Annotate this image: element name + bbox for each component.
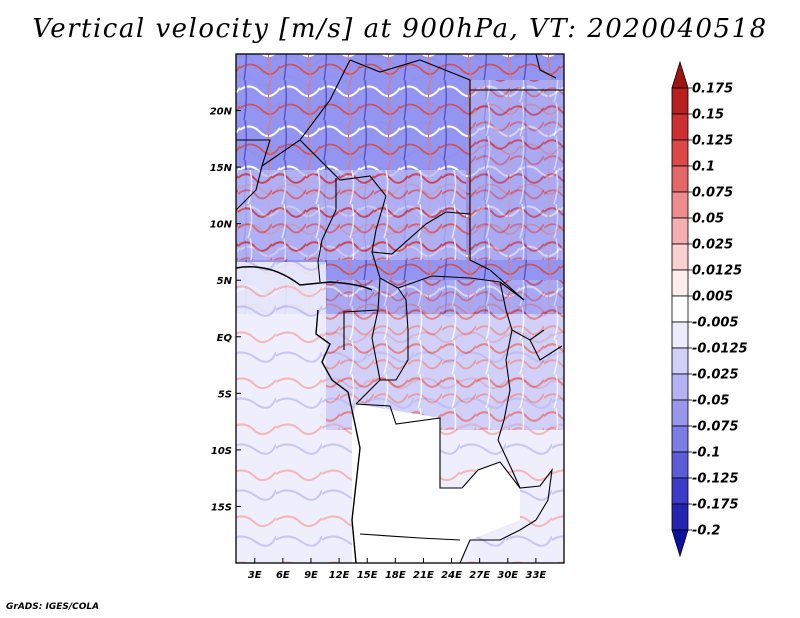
colorbar-swatch — [671, 87, 689, 115]
lat-tick-label: 5S — [218, 389, 232, 400]
colorbar-label: -0.025 — [692, 368, 739, 383]
lat-tick-label: 15N — [210, 163, 233, 174]
colorbar-label: -0.175 — [692, 498, 739, 513]
lon-tick-label: 30E — [497, 570, 518, 581]
colorbar-label: -0.125 — [692, 472, 739, 487]
colorbar-label: 0.005 — [692, 290, 733, 305]
colorbar-swatch — [671, 60, 689, 89]
colorbar-swatch — [671, 373, 689, 401]
colorbar-swatch — [671, 451, 689, 479]
map-frame — [235, 53, 565, 564]
colorbar-swatch — [671, 269, 689, 297]
lat-tick-label: 15S — [211, 502, 232, 513]
lat-tick-label: 20N — [210, 107, 233, 118]
chart-title: Vertical velocity [m/s] at 900hPa, VT: 2… — [32, 14, 768, 44]
lon-tick-label: 21E — [413, 570, 434, 581]
colorbar-label: 0.075 — [692, 186, 733, 201]
lon-tick-label: 27E — [469, 570, 490, 581]
lat-tick-label: 10S — [211, 446, 232, 457]
colorbar-label: 0.025 — [692, 238, 733, 253]
colorbar: 0.175 0.15 0.125 0.1 0.075 0.05 0.025 0.0125 0.0… — [671, 60, 748, 558]
lon-tick-label: 12E — [329, 570, 350, 581]
latitude-axis: 20N 15N 10N 5N EQ 5S 10S 15S — [210, 107, 241, 513]
colorbar-label: 0.125 — [692, 134, 733, 149]
colorbar-label: -0.2 — [692, 524, 720, 539]
colorbar-label: 0.1 — [692, 160, 715, 175]
colorbar-swatch — [671, 139, 689, 167]
colorbar-label: 0.175 — [692, 82, 733, 97]
colorbar-swatch — [671, 113, 689, 141]
colorbar-swatch — [671, 191, 689, 219]
colorbar-label: -0.075 — [692, 420, 739, 435]
longitude-axis: 3E 6E 9E 12E 15E 18E 21E 24E 27E 30E 33E — [248, 558, 547, 581]
dry-region-white — [352, 404, 520, 563]
lon-tick-label: 18E — [385, 570, 406, 581]
lon-tick-label: 6E — [276, 570, 290, 581]
colorbar-swatch — [671, 321, 689, 349]
lon-tick-label: 33E — [526, 570, 547, 581]
lat-tick-label: 5N — [217, 276, 233, 287]
map-area — [236, 54, 564, 563]
colorbar-swatch — [671, 529, 689, 558]
lon-tick-label: 15E — [357, 570, 378, 581]
lon-tick-label: 24E — [441, 570, 462, 581]
lon-tick-label: 9E — [304, 570, 318, 581]
colorbar-label: 0.05 — [692, 212, 724, 227]
colorbar-swatch — [671, 165, 689, 193]
colorbar-swatch — [671, 243, 689, 271]
colorbar-swatch — [671, 399, 689, 427]
colorbar-label: -0.05 — [692, 394, 729, 409]
colorbar-swatch — [671, 425, 689, 453]
colorbar-label: 0.0125 — [692, 264, 742, 279]
colorbar-swatch — [671, 503, 689, 531]
lat-tick-label: 10N — [210, 220, 233, 231]
colorbar-swatch — [671, 295, 689, 323]
colorbar-label: -0.0125 — [692, 342, 748, 357]
colorbar-swatch — [671, 477, 689, 505]
colorbar-swatch — [671, 217, 689, 245]
colorbar-label: 0.15 — [692, 108, 724, 123]
lat-tick-label: EQ — [217, 333, 233, 344]
grads-credit: GrADS: IGES/COLA — [6, 602, 100, 612]
colorbar-label: -0.1 — [692, 446, 720, 461]
colorbar-swatch — [671, 347, 689, 375]
lon-tick-label: 3E — [248, 570, 262, 581]
colorbar-label: -0.005 — [692, 316, 739, 331]
country-borders — [236, 54, 564, 563]
